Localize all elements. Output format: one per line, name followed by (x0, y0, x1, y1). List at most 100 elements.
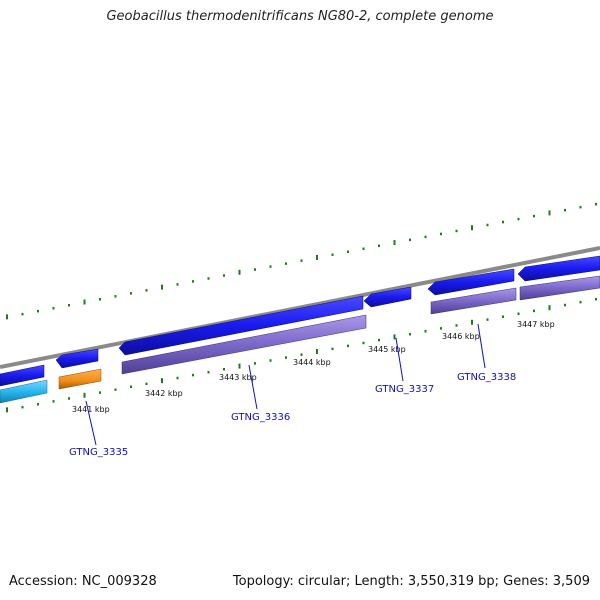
gc-tick (517, 217, 520, 221)
trna-feature (0, 379, 48, 404)
gc-tick (114, 388, 117, 391)
gc-tick (99, 298, 101, 301)
scale-label: 3441 kbp (72, 405, 110, 414)
genome-summary: Topology: circular; Length: 3,550,319 bp… (232, 574, 590, 589)
gc-tick (130, 292, 132, 295)
gc-content-inner-track (6, 297, 597, 413)
gene-callout-lines (85, 323, 486, 446)
genome-backbone (0, 246, 600, 369)
gc-tick (130, 385, 132, 389)
gc-tick (424, 330, 427, 333)
gc-tick (533, 214, 535, 218)
gc-tick (37, 309, 39, 313)
scale-label: 3446 kbp (442, 332, 480, 341)
gc-tick (300, 259, 303, 262)
gc-tick (176, 283, 179, 286)
gc-tick (37, 403, 39, 406)
scale-label: 3444 kbp (293, 358, 331, 367)
scale-label: 3443 kbp (219, 373, 257, 382)
gene-label-gtng-3336[interactable]: GTNG_3336 (231, 412, 290, 423)
cds-feature (519, 275, 600, 301)
feature-track (0, 275, 600, 404)
gc-tick (83, 392, 86, 398)
gc-tick (68, 303, 70, 307)
gene-label-gtng-3335[interactable]: GTNG_3335 (69, 447, 128, 458)
gc-tick (52, 400, 55, 403)
gc-tick (254, 268, 256, 271)
gc-tick (347, 344, 349, 348)
gc-tick (223, 274, 225, 277)
gc-tick (207, 370, 210, 374)
gc-tick (300, 353, 303, 356)
gc-tick (6, 314, 8, 320)
gc-tick (378, 338, 380, 342)
gc-tick (83, 299, 86, 305)
gc-tick (393, 334, 396, 340)
gene-labels: GTNG_3335 GTNG_3336 GTNG_3337 GTNG_3338 (69, 372, 516, 458)
gc-tick (409, 238, 411, 242)
gc-tick (331, 253, 334, 256)
gc-tick (595, 202, 597, 206)
gc-tick (176, 376, 179, 380)
gc-tick (579, 300, 582, 304)
gc-tick (145, 289, 148, 292)
gc-tick (486, 223, 489, 227)
gc-tick (269, 359, 272, 362)
scale-label: 3442 kbp (145, 389, 183, 398)
gc-tick (393, 240, 396, 246)
page-title: Geobacillus thermodenitrificans NG80-2, … (106, 9, 494, 24)
gc-tick (21, 405, 24, 409)
gc-tick (285, 356, 287, 359)
gc-tick (533, 309, 535, 313)
gc-tick (579, 205, 582, 209)
gc-tick (285, 262, 287, 265)
gc-tick (362, 247, 365, 251)
gc-tick (192, 373, 194, 377)
callout-line (248, 364, 258, 410)
gc-tick (145, 382, 148, 386)
gc-tick (223, 368, 225, 371)
gene-label-gtng-3338[interactable]: GTNG_3338 (457, 372, 516, 383)
cds-feature (430, 287, 517, 315)
gc-tick (362, 341, 365, 345)
cds-feature (121, 314, 367, 375)
gc-skew-outer-track (6, 202, 597, 320)
gene-arrow (55, 348, 99, 369)
gc-tick (114, 295, 117, 298)
gc-tick (331, 347, 334, 351)
gc-tick (6, 407, 8, 413)
gene-arrow (517, 255, 600, 282)
gc-tick (68, 397, 70, 400)
callout-line (477, 323, 486, 369)
rrna-feature (58, 368, 102, 390)
gc-tick (161, 378, 163, 384)
gc-tick (238, 363, 241, 369)
gene-label-gtng-3337[interactable]: GTNG_3337 (375, 384, 434, 395)
gc-tick (595, 297, 597, 301)
gc-tick (455, 324, 458, 327)
gc-tick (316, 254, 318, 260)
gc-tick (409, 332, 411, 336)
gc-tick (502, 315, 504, 318)
gc-tick (517, 312, 520, 316)
gene-arrow (0, 364, 45, 387)
scale-labels: 3441 kbp 3442 kbp 3443 kbp 3444 kbp 3445… (72, 320, 555, 414)
gc-tick (269, 265, 272, 268)
gc-tick (455, 229, 458, 233)
gc-tick (192, 280, 194, 283)
gc-tick (471, 319, 473, 325)
gc-tick (548, 210, 551, 216)
accession-label: Accession: NC_009328 (9, 574, 157, 589)
gc-tick (424, 235, 427, 239)
gene-arrow (427, 268, 515, 296)
gc-tick (548, 305, 551, 311)
gc-tick (21, 312, 24, 316)
gc-tick (254, 362, 256, 365)
gc-tick (471, 225, 473, 231)
gc-tick (502, 220, 504, 224)
gene-arrow (118, 295, 364, 356)
gc-tick (347, 250, 349, 253)
callout-line (85, 400, 97, 446)
